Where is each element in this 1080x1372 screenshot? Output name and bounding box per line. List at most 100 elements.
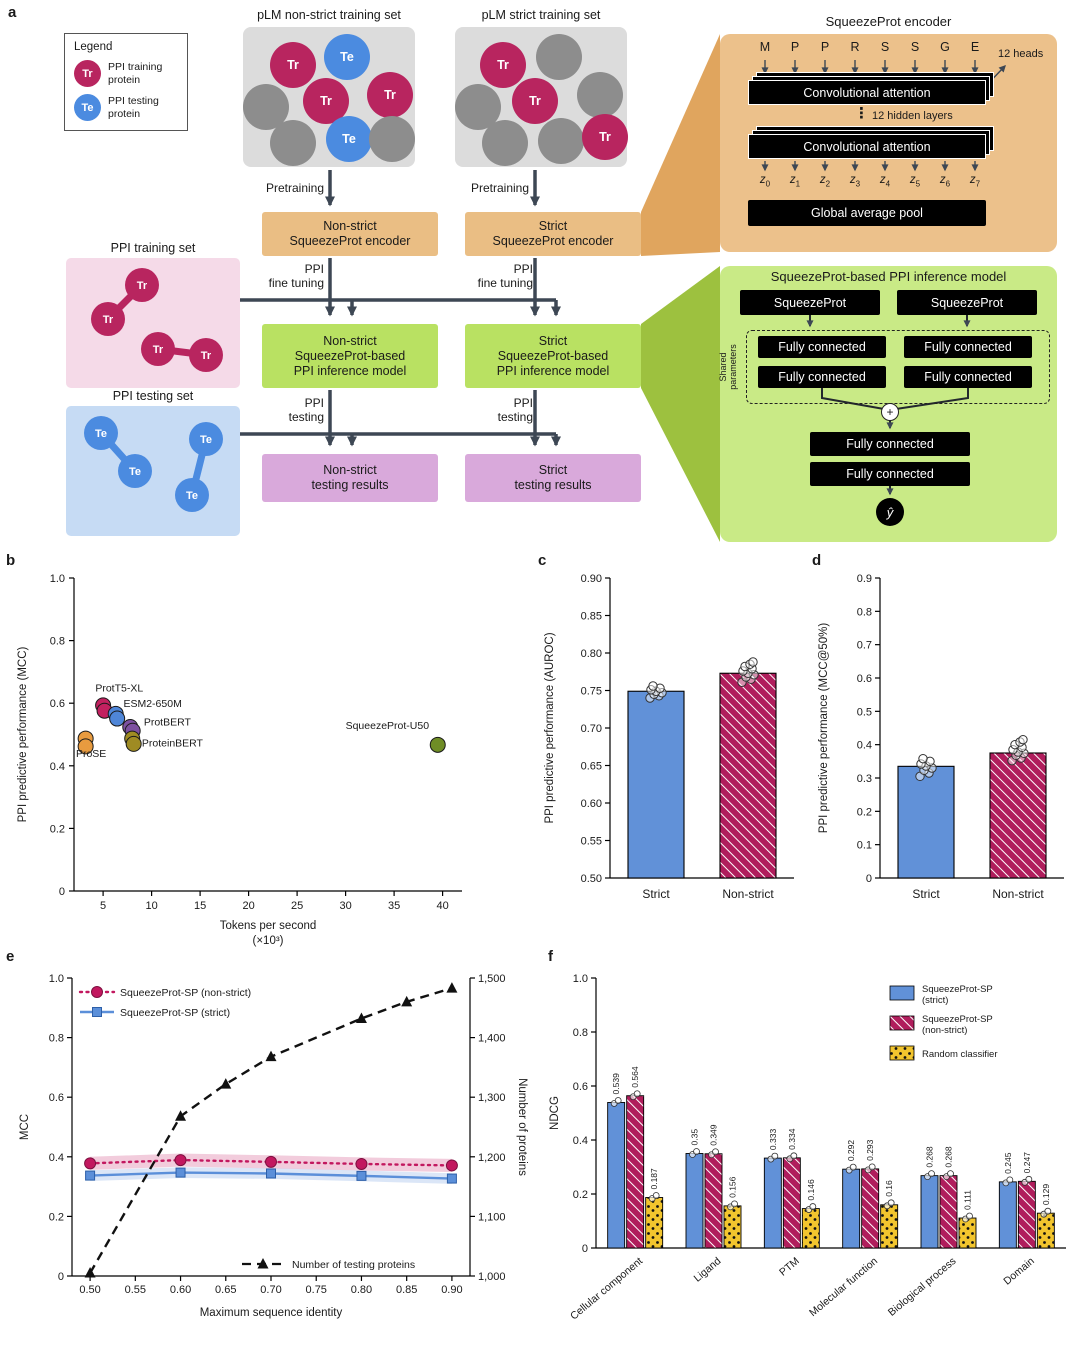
legend-item-label: PPI testing protein	[108, 95, 159, 120]
legend-item: Te PPI testing protein	[74, 94, 178, 121]
z-embedding-label: z6	[939, 174, 951, 189]
chart-d-svg: 0 0.1 0.2 0.3 0.4 0.5 0.6 0.7 0.8 0.9 PPI predicti…	[818, 573, 1064, 901]
residue-letter: S	[880, 40, 890, 54]
hidden-layers-label: 12 hidden layers	[872, 110, 953, 122]
f-bar	[685, 1153, 704, 1249]
pair-protein-circle	[125, 268, 159, 302]
c-ytick: 0.85	[581, 611, 602, 623]
protein-circle-gray	[536, 34, 582, 80]
e-xtick: 0.50	[79, 1284, 100, 1296]
f-bar	[607, 1102, 626, 1249]
encoder-panel-title: SqueezeProt encoder	[825, 14, 952, 29]
f-run-point	[712, 1148, 719, 1156]
b-point-label: ESM2-650M	[123, 698, 181, 710]
e-marker	[445, 1159, 458, 1172]
encoder-zoom-connector	[641, 34, 720, 256]
e-marker	[257, 1258, 269, 1269]
e-ytick-left: 1.0	[49, 973, 64, 985]
c-ytick: 0.60	[581, 798, 602, 810]
f-ytick: 0.2	[573, 1189, 588, 1201]
chart-c-svg: 0.50 0.55 0.60 0.65 0.70 0.75 0.80 0.85 0.90 PPI …	[544, 573, 794, 901]
e-marker	[84, 1157, 97, 1170]
chart-f-svg: 0 0.2 0.4 0.6 0.8 1.0 NDCG 0.539 0.564 0.187 Cellu…	[549, 973, 1066, 1322]
d-ytick: 0.2	[857, 806, 872, 818]
f-category-label: PTM	[777, 1255, 802, 1278]
f-value-label: 0.16	[884, 1180, 894, 1197]
squeezeprot-box-left: SqueezeProt	[740, 290, 880, 315]
pretraining-label-right: Pretraining	[470, 181, 529, 195]
protein-circle-gray	[482, 120, 528, 166]
f-value-label: 0.349	[709, 1124, 719, 1146]
chart-f-ndcg-bars: 0 0.2 0.4 0.6 0.8 1.0 NDCG 0.539 0.564 0.187 Cellu…	[538, 952, 1078, 1372]
e-marker	[446, 1173, 457, 1184]
conv-attention-bar: Convolutional attention	[748, 134, 986, 159]
e-marker	[355, 1157, 368, 1170]
c-ytick: 0.55	[581, 836, 602, 848]
f-bar	[645, 1197, 664, 1249]
d-ytick: 0.5	[857, 706, 872, 718]
pair-protein-label: Tr	[153, 344, 164, 356]
f-bar	[723, 1205, 742, 1249]
f-bar	[626, 1095, 645, 1249]
panel-label-b: b	[6, 552, 16, 569]
e-ytick-left: 0.6	[49, 1092, 64, 1104]
conv-attention-stack-2: Convolutional attention	[748, 126, 994, 159]
protein-circle-gray	[577, 72, 623, 118]
f-ytick: 0.6	[573, 1081, 588, 1093]
e-ytick-right: 1,500	[478, 973, 506, 985]
twelve-heads-label: 12 heads	[998, 48, 1044, 60]
f-bar	[704, 1153, 723, 1249]
f-legend-swatch	[889, 1015, 915, 1031]
e-line	[89, 986, 453, 1274]
pair-protein-label: Tr	[137, 280, 148, 292]
e-ytick-right: 1,100	[478, 1211, 506, 1223]
e-xtick: 0.85	[396, 1284, 417, 1296]
e-marker	[355, 1012, 367, 1024]
f-ytick: 0.4	[573, 1135, 588, 1147]
b-point-label: ProSE	[76, 748, 106, 760]
pair-protein-circle	[175, 478, 209, 512]
b-point-ESM2-650M	[109, 710, 126, 727]
f-bar	[880, 1204, 899, 1249]
f-run-point	[633, 1090, 641, 1098]
f-y-axis-label: NDCG	[549, 1096, 561, 1130]
panel-label-d: d	[812, 552, 822, 569]
e-xtick: 0.80	[351, 1284, 372, 1296]
d-bar-Non-strict	[989, 752, 1047, 879]
ppi-testing-label-left: PPI testing	[288, 396, 324, 425]
pair-protein-circle	[118, 454, 152, 488]
conv-attention-bar: Convolutional attention	[748, 80, 986, 105]
z-embedding-label: z5	[909, 174, 921, 189]
d-category-label: Non-strict	[992, 887, 1044, 901]
e-legend-label: Number of testing proteins	[292, 1259, 415, 1271]
f-run-point	[1025, 1175, 1033, 1183]
e-marker	[356, 1170, 367, 1181]
strict-encoder-box: Strict SqueezeProt encoder	[465, 212, 641, 256]
b-point-label: SqueezeProt-U50	[346, 720, 430, 732]
e-marker	[265, 1050, 277, 1062]
fine-tuning-label-right: PPI fine tuning	[477, 262, 533, 291]
f-category-label: Molecular function	[807, 1255, 880, 1319]
f-legend-label: SqueezeProt-SP	[922, 984, 993, 995]
z-embedding-label: z7	[969, 174, 981, 189]
f-bar	[842, 1168, 861, 1249]
legend-item-label: PPI training protein	[108, 61, 163, 86]
d-y-axis-label: PPI predictive performance (MCC@50%)	[818, 623, 830, 834]
f-category-label: Cellular component	[568, 1255, 645, 1322]
d-category-label: Strict	[912, 887, 940, 901]
f-run-point	[614, 1097, 622, 1104]
nonstrict-encoder-box: Non-strict SqueezeProt encoder	[262, 212, 438, 256]
b-xtick: 25	[291, 900, 303, 912]
e-marker	[92, 1007, 102, 1017]
ppi-legend: Legend Tr PPI training protein Te PPI testi…	[64, 33, 188, 131]
f-ytick: 0.8	[573, 1027, 588, 1039]
panel-a-diagram: a Tr Te Tr Tr Te Tr Tr Tr Tr Tr Tr Tr Te Te Te Te	[0, 0, 1080, 548]
e-marker	[85, 1170, 96, 1181]
f-value-label: 0.247	[1022, 1152, 1032, 1174]
residue-letter: M	[759, 40, 771, 54]
f-value-label: 0.129	[1041, 1184, 1051, 1206]
d-ytick: 0.9	[857, 573, 872, 585]
legend-test-circle: Te	[74, 94, 101, 121]
e-ytick-right: 1,000	[478, 1271, 506, 1283]
z-embedding-label: z0	[759, 174, 771, 189]
